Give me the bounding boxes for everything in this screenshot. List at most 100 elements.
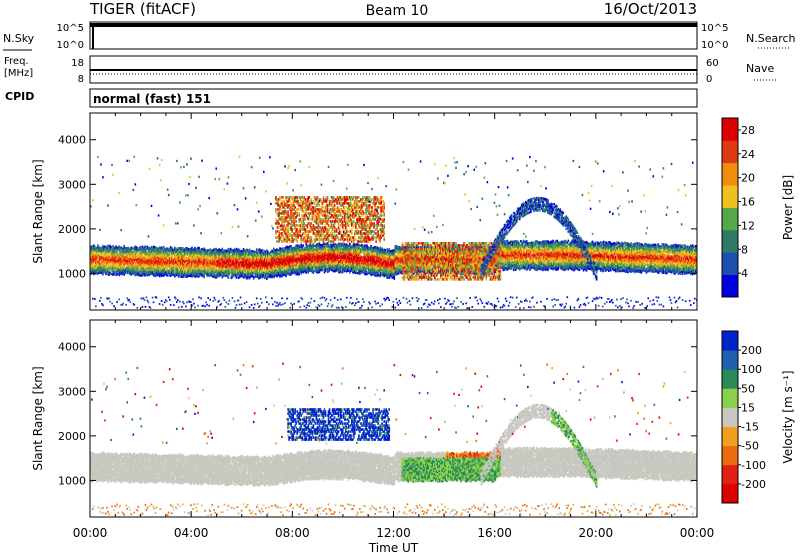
- power-pixel: [229, 300, 231, 302]
- power-pixel: [156, 297, 158, 299]
- power-pixel: [198, 247, 200, 249]
- freq-label: Freq.: [4, 56, 29, 67]
- power-pixel: [239, 304, 241, 306]
- power-pixel: [132, 189, 134, 191]
- nave-label: Nave: [746, 62, 774, 75]
- power-pixel: [239, 156, 241, 158]
- power-pixel: [109, 301, 111, 303]
- power-pixel: [111, 164, 113, 166]
- power-pixel: [228, 303, 230, 305]
- power-pixel: [348, 224, 350, 227]
- nsearch-tick-low: 10^0: [701, 40, 728, 51]
- power-pixel: [298, 301, 300, 303]
- power-pixel: [304, 198, 306, 201]
- power-pixel: [207, 297, 209, 299]
- power-pixel: [95, 305, 97, 307]
- power-pixel: [153, 301, 155, 303]
- power-pixel: [301, 298, 303, 300]
- power-pixel: [323, 196, 325, 199]
- power-pixel: [197, 305, 199, 307]
- power-pixel: [183, 166, 185, 168]
- power-pixel: [263, 171, 265, 173]
- power-pixel: [100, 297, 102, 299]
- power-pixel: [312, 240, 314, 243]
- power-pixel: [238, 300, 240, 302]
- freq-tick-high: 18: [71, 58, 84, 69]
- power-pixel: [126, 160, 128, 162]
- power-pixel: [350, 214, 352, 217]
- power-pixel: [164, 301, 166, 303]
- nsearch-tick-high: 10^5: [701, 23, 728, 34]
- power-pixel: [309, 305, 311, 307]
- power-pixel: [323, 206, 325, 208]
- power-pixel: [261, 215, 263, 217]
- power-pixel: [189, 176, 191, 178]
- power-pixel: [97, 156, 99, 158]
- power-pixel: [259, 305, 261, 307]
- power-pixel: [111, 303, 113, 305]
- power-pixel: [113, 305, 115, 307]
- power-pixel: [346, 297, 348, 299]
- power-pixel: [118, 192, 120, 194]
- power-pixel: [238, 226, 240, 228]
- power-pixel: [234, 204, 236, 206]
- power-pixel: [180, 166, 182, 168]
- power-pixel: [280, 304, 282, 306]
- power-pixel: [188, 183, 190, 185]
- power-pixel: [338, 238, 340, 241]
- power-pixel: [303, 305, 305, 307]
- power-pixel: [279, 196, 281, 199]
- power-pixel: [334, 297, 336, 299]
- power-pixel: [293, 303, 295, 305]
- power-pixel: [245, 197, 247, 199]
- power-pixel: [145, 246, 147, 248]
- power-pixel: [232, 297, 234, 299]
- power-pixel: [261, 302, 263, 304]
- power-pixel: [289, 307, 291, 309]
- power-pixel: [137, 307, 139, 309]
- power-pixel: [266, 301, 268, 303]
- power-pixel: [161, 300, 163, 302]
- power-pixel: [350, 297, 352, 299]
- date-title: 16/Oct/2013: [604, 0, 697, 18]
- power-pixel: [321, 184, 323, 186]
- power-pixel: [260, 298, 262, 300]
- power-pixel: [287, 167, 289, 169]
- power-pixel: [324, 297, 326, 299]
- power-pixel: [311, 222, 313, 225]
- power-pixel: [276, 302, 278, 304]
- radar-plot: TIGER (fitACF)Beam 1016/Oct/201310^510^0…: [0, 0, 800, 554]
- power-pixel: [304, 218, 306, 221]
- power-pixel: [200, 297, 202, 299]
- power-pixel: [179, 301, 181, 303]
- power-pixel: [294, 169, 296, 171]
- power-pixel: [345, 210, 347, 213]
- power-pixel: [265, 190, 267, 192]
- power-pixel: [159, 303, 161, 305]
- power-pixel: [259, 248, 261, 250]
- power-pixel: [141, 298, 143, 300]
- power-pixel: [287, 210, 289, 213]
- power-pixel: [92, 298, 94, 300]
- power-pixel: [249, 306, 251, 308]
- power-pixel: [134, 304, 136, 306]
- power-pixel: [321, 304, 323, 306]
- power-pixel: [236, 304, 238, 306]
- power-pixel: [256, 297, 258, 299]
- nave-tick-low: 0: [706, 74, 712, 85]
- power-pixel: [310, 302, 312, 304]
- power-pixel: [185, 306, 187, 308]
- power-pixel: [257, 303, 259, 305]
- power-pixel: [110, 246, 112, 248]
- power-pixel: [316, 306, 318, 308]
- power-pixel: [286, 182, 288, 184]
- power-pixel: [340, 230, 342, 233]
- power-pixel: [314, 300, 316, 302]
- nsky-label: N.Sky: [3, 32, 35, 45]
- power-pixel: [199, 205, 201, 207]
- power-pixel: [338, 215, 340, 217]
- power-pixel: [310, 218, 312, 221]
- power-pixel: [163, 224, 165, 226]
- power-pixel: [305, 243, 307, 245]
- power-pixel: [275, 305, 277, 307]
